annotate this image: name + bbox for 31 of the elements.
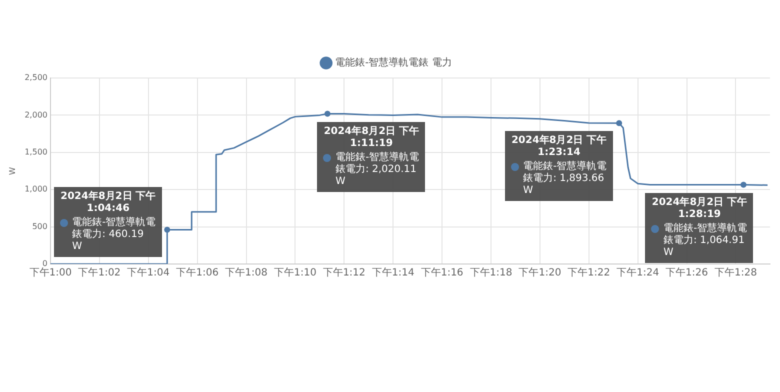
y-tick-label: 1,000 [24, 184, 48, 194]
x-tick-label: 下午1:06 [176, 266, 219, 279]
x-tick-label: 下午1:26 [666, 266, 708, 279]
x-tick-label: 下午1:16 [420, 266, 464, 279]
x-tick-label: 下午1:00 [29, 266, 72, 279]
x-tick-label: 下午1:04 [127, 266, 170, 279]
x-tick-label: 下午1:28 [714, 266, 757, 279]
x-tick-label: 下午1:02 [78, 266, 121, 279]
legend-label: 電能錶-智慧導軌電錶 電力 [335, 56, 452, 69]
y-tick-label: 1,500 [24, 147, 48, 156]
annotation: 2024年8月2日 下午1:23:14 電能錶-智慧導軌電錶電力: 1,893.66 W [511, 135, 608, 198]
x-tick-label: 下午1:24 [616, 266, 660, 279]
annotation: 2024年8月2日 下午1:11:19 電能錶-智慧導軌電錶電力: 2,020.11 W [323, 126, 420, 188]
x-tick-label: 下午1:20 [518, 266, 562, 279]
x-tick-label: 下午1:10 [274, 266, 316, 279]
y-tick-label: 500 [32, 222, 48, 231]
point [616, 120, 622, 126]
x-tick-label: 下午1:14 [372, 266, 414, 279]
y-tick-label: 0 [42, 259, 48, 268]
y-tick-label: 2,500 [24, 73, 48, 82]
point [324, 110, 330, 117]
annotation: 2024年8月2日 下午1:28:19 電能錶-智慧導軌電錶電力: 1,064.91 W [651, 196, 748, 259]
point [740, 182, 746, 188]
x-tick-label: 下午1:18 [470, 266, 512, 279]
x-tick-label: 下午1:08 [225, 266, 268, 279]
y-axis-title: W [8, 166, 17, 175]
x-tick-label: 下午1:22 [568, 266, 610, 279]
x-tick-label: 下午1:12 [322, 266, 366, 279]
point [164, 226, 170, 233]
annotation: 2024年8月2日 下午1:04:46 電能錶-智慧導軌電錶電力: 460.19 W [60, 191, 156, 253]
y-tick-label: 2,000 [24, 110, 48, 120]
